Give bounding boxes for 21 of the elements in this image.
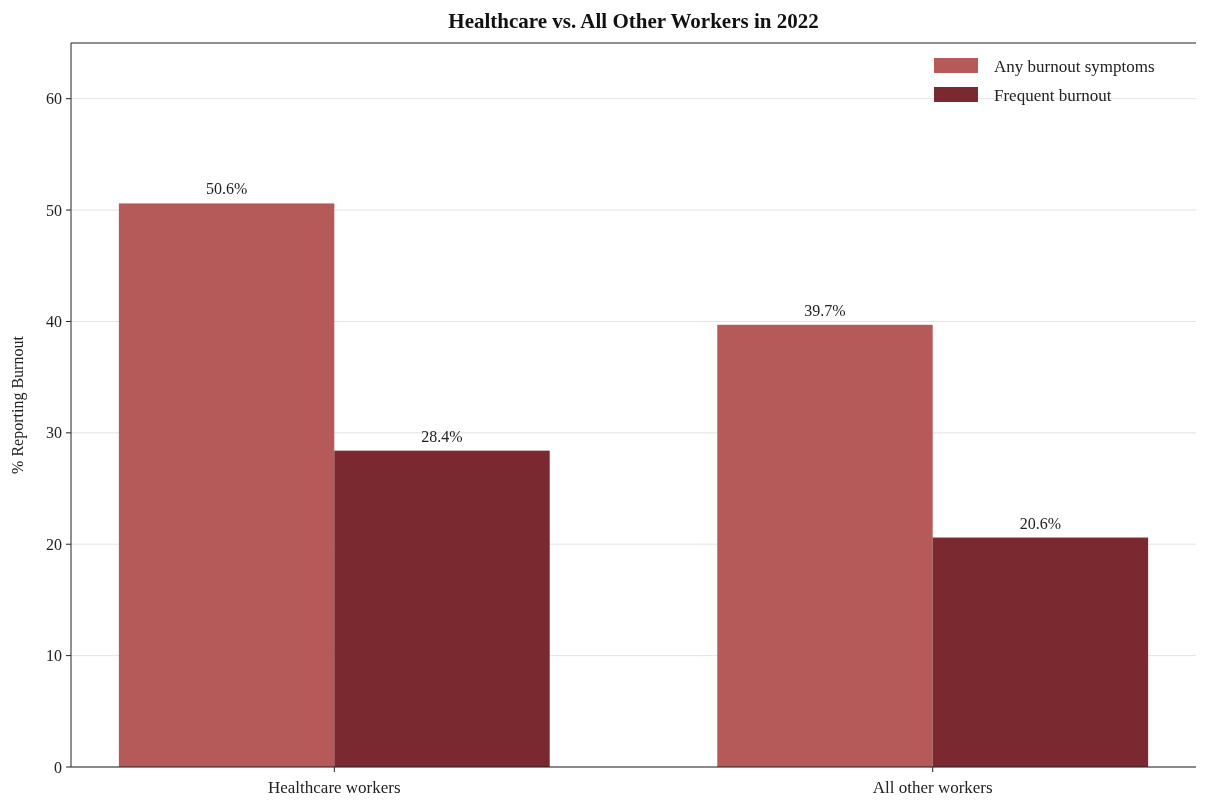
y-tick-label: 10	[46, 647, 62, 665]
legend-label: Frequent burnout	[994, 85, 1112, 105]
bar	[334, 450, 550, 767]
data-label: 39.7%	[804, 301, 846, 319]
y-tick-label: 30	[46, 424, 62, 442]
y-tick-label: 40	[46, 313, 62, 331]
data-label: 20.6%	[1019, 514, 1062, 532]
x-tick-label: Healthcare workers	[267, 778, 401, 797]
y-tick-label: 20	[46, 535, 62, 553]
chart-title: Healthcare vs. All Other Workers in 2022	[448, 9, 819, 33]
bar	[717, 324, 933, 767]
y-tick-label: 0	[54, 758, 62, 776]
bar	[118, 203, 335, 767]
y-axis-title: % Reporting Burnout	[9, 335, 27, 474]
y-tick-label: 50	[46, 201, 62, 219]
x-tick-label: All other workers	[872, 778, 993, 797]
data-label: 28.4%	[421, 427, 463, 445]
y-tick-label: 60	[46, 90, 62, 108]
legend-label: Any burnout symptoms	[994, 56, 1155, 76]
bar	[932, 537, 1149, 767]
data-label: 50.6%	[205, 180, 248, 198]
